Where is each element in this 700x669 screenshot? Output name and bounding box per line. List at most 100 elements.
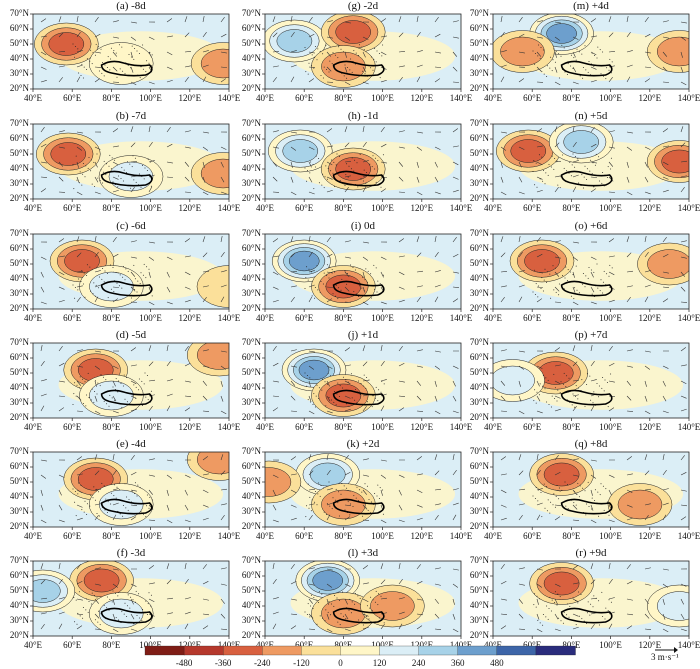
wind-vector (416, 50, 423, 53)
significance-dot (536, 595, 538, 597)
significance-dot (126, 172, 128, 174)
plateau-outline (332, 60, 385, 77)
significance-dot (74, 621, 76, 623)
significance-dot (85, 609, 87, 611)
wind-vector (76, 410, 84, 412)
wind-vector (434, 252, 439, 258)
lat-label: 50°N (469, 148, 489, 158)
wind-vector (58, 597, 65, 600)
lon-label: 140°E (217, 93, 241, 103)
wind-vector (398, 65, 405, 68)
lat-label: 40°N (469, 163, 489, 173)
lat-label: 30°N (241, 178, 261, 188)
significance-dot (350, 373, 352, 375)
significance-dot (135, 590, 137, 592)
significance-dot (370, 297, 372, 299)
significance-dot (306, 613, 308, 615)
wind-vector (680, 301, 688, 303)
significance-dot (330, 159, 332, 161)
lon-label: 40°E (23, 422, 43, 432)
lat-label: 70°N (241, 118, 261, 128)
significance-dot (364, 279, 366, 281)
significance-dot (554, 267, 556, 269)
lat-label: 30°N (469, 397, 489, 407)
wind-vector (344, 256, 351, 259)
wind-vector (326, 237, 331, 243)
significance-dot (111, 601, 113, 603)
anomaly-contour (196, 452, 229, 475)
significance-dot (86, 598, 88, 600)
wind-vector (58, 474, 65, 478)
wind-vector (148, 186, 153, 193)
wind-vector (308, 454, 312, 461)
significance-dot (370, 67, 372, 69)
wind-vector (130, 187, 135, 193)
wind-vector (94, 78, 101, 83)
wind-vector (220, 515, 225, 521)
wind-vector (380, 459, 387, 462)
significance-dot (326, 503, 328, 505)
wind-vector (452, 583, 459, 588)
wind-vector (398, 176, 404, 182)
wind-vector (626, 16, 629, 23)
significance-dot (92, 293, 94, 295)
significance-dot (127, 64, 129, 66)
lat-label: 20°N (469, 193, 489, 203)
wind-vector (662, 128, 669, 133)
wind-vector (76, 16, 79, 23)
significance-dot (330, 170, 332, 172)
significance-dot (609, 58, 611, 60)
wind-vector (184, 579, 189, 585)
wind-vector (644, 410, 651, 415)
significance-dot (590, 269, 592, 271)
significance-dot (362, 276, 364, 278)
wind-vector (536, 598, 539, 605)
wind-vector (344, 347, 351, 352)
plateau-outline (560, 389, 613, 406)
wind-vector (536, 161, 543, 166)
significance-dot (97, 382, 99, 384)
wind-vector (554, 21, 561, 24)
wind-vector (148, 565, 154, 570)
significance-dot (352, 267, 354, 268)
significance-dot (90, 290, 92, 292)
significance-dot (602, 616, 604, 618)
significance-dot (330, 399, 332, 401)
significance-dot (138, 389, 140, 391)
wind-vector (626, 31, 631, 38)
wind-vector (272, 130, 279, 133)
wind-vector (608, 407, 615, 412)
significance-dot (380, 595, 382, 597)
wind-vector (130, 240, 137, 243)
wind-vector (220, 270, 227, 273)
lat-label: 30°N (241, 397, 261, 407)
lon-label: 140°E (677, 313, 700, 323)
wind-vector (362, 141, 367, 148)
wind-vector (434, 628, 441, 630)
wind-vector (680, 271, 686, 277)
significance-dot (150, 390, 152, 392)
wind-vector (662, 365, 669, 369)
panel-frame (264, 451, 462, 528)
wind-vector (518, 16, 523, 23)
significance-dot (86, 58, 88, 60)
significance-dot (595, 153, 597, 155)
significance-dot (608, 599, 610, 601)
significance-dot (110, 492, 112, 494)
lat-label: 60°N (469, 461, 489, 471)
wind-vector (644, 161, 648, 168)
significance-dot (115, 497, 117, 499)
lon-label: 140°E (217, 203, 241, 213)
significance-dot (342, 615, 344, 617)
significance-dot (106, 66, 108, 68)
wind-vector (416, 517, 423, 521)
wind-vector (130, 408, 137, 412)
wind-vector (308, 66, 316, 68)
significance-dot (94, 619, 96, 621)
significance-dot (133, 58, 135, 60)
significance-dot (564, 481, 566, 483)
significance-dot (131, 490, 133, 492)
significance-dot (316, 384, 318, 386)
significance-dot (366, 172, 368, 174)
wind-vector (626, 64, 633, 68)
